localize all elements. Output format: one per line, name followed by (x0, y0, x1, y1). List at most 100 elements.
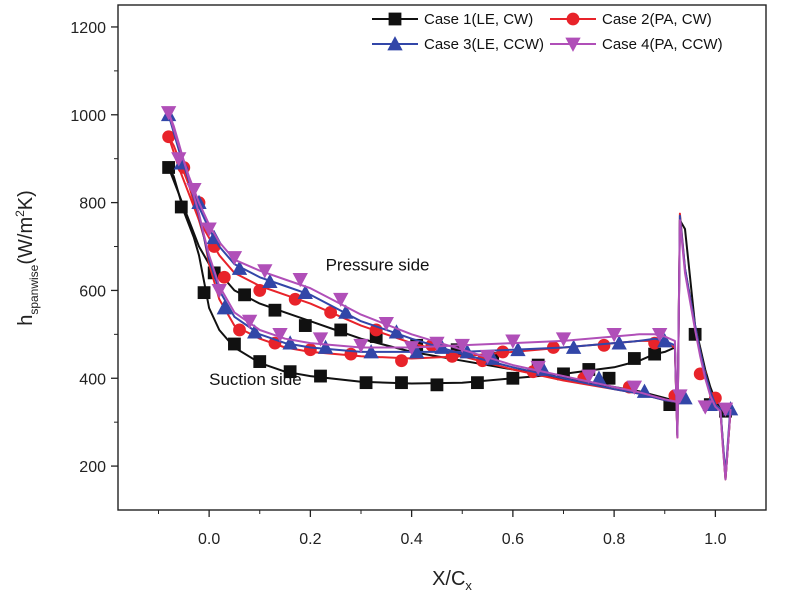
annotations: Pressure side Suction side (209, 256, 429, 389)
series-2-point (496, 345, 510, 359)
x-axis-label: X/Cx (432, 568, 472, 593)
y-tick-label: 1200 (70, 20, 106, 37)
series-3-point (297, 284, 313, 300)
legend-label: Case 1(LE, CW) (424, 11, 533, 28)
series-1-point (268, 303, 282, 317)
series-4-point (292, 273, 308, 288)
legend-item-4: Case 4(PA, CCW) (550, 36, 723, 53)
series-2-point (217, 270, 231, 284)
annotation-1: Pressure side (326, 256, 430, 275)
y-tick-label: 400 (79, 371, 106, 388)
series-3-pressure-line (167, 114, 681, 404)
series-4-point (505, 334, 521, 349)
series-1-pressure-line (167, 167, 681, 404)
series-4-point (555, 332, 572, 347)
series-1-point (283, 365, 297, 379)
series-layer (160, 106, 739, 481)
series-4-point (226, 251, 243, 266)
y-tick-label: 600 (79, 283, 106, 300)
series-4-point (581, 369, 597, 384)
y-tick-label: 200 (79, 459, 106, 476)
x-tick-label: 0.0 (198, 531, 220, 548)
series-4-point (429, 336, 445, 351)
legend-item-2: Case 2(PA, CW) (550, 11, 712, 28)
y-tick-label: 800 (79, 196, 106, 213)
x-tick-label: 1.0 (704, 531, 726, 548)
series-1-point (298, 319, 312, 332)
series-1-point (471, 376, 484, 390)
series-3-point (231, 260, 248, 275)
x-tick-label: 0.4 (401, 531, 423, 548)
series-1-point (395, 376, 408, 390)
series-3-point (657, 333, 673, 348)
series-3-point (338, 304, 354, 319)
x-tick-label: 0.2 (299, 531, 321, 548)
series-1-point (627, 352, 641, 365)
series-3-point (510, 341, 526, 357)
x-tick-label: 0.8 (603, 531, 625, 548)
legend-swatch-marker (387, 36, 403, 51)
legend-label: Case 3(LE, CCW) (424, 36, 544, 53)
series-3-point (388, 324, 405, 339)
series-2-suction-line (167, 136, 732, 481)
series-4-point (717, 402, 734, 417)
series-2-point (288, 292, 302, 306)
series-1-point (314, 369, 327, 383)
legend-item-3: Case 3(LE, CCW) (372, 36, 544, 53)
y-ticks: 200 400 600 800 1000 1200 (70, 20, 118, 476)
series-1-point (253, 355, 267, 368)
series-4-point (241, 314, 258, 330)
series-4-point (378, 316, 394, 332)
series-4-point (211, 284, 227, 299)
series-4-point (626, 380, 643, 395)
series-4-point (333, 292, 349, 308)
plot-frame (117, 4, 767, 511)
series-4-point (672, 389, 688, 404)
series-4-point (201, 222, 217, 237)
series-2 (162, 130, 732, 481)
series-3-point (282, 335, 298, 350)
series-4-point (403, 341, 420, 356)
series-3-point (216, 300, 232, 315)
y-tick-label: 1000 (70, 108, 106, 125)
series-1-point (162, 161, 176, 174)
series-1-point (228, 337, 241, 351)
series-1-point (174, 200, 188, 214)
series-4-point (272, 327, 288, 343)
series-4-suction-line (167, 112, 732, 481)
legend-swatch-marker (388, 12, 402, 26)
series-1-point (197, 286, 211, 300)
series-3-point (363, 344, 379, 359)
y-axis-label: hspanwise(W/m2K) (13, 190, 41, 326)
series-2-point (303, 343, 317, 357)
series-3-point (611, 335, 627, 350)
series-1-point (506, 371, 520, 385)
legend-label: Case 4(PA, CCW) (602, 36, 723, 53)
series-4-point (312, 332, 329, 347)
series-1-suction-line (167, 166, 732, 481)
series-3-point (565, 339, 582, 354)
series-4-point (652, 327, 668, 343)
series-1-point (238, 288, 251, 302)
series-1-point (359, 376, 373, 390)
series-2-point (395, 354, 408, 368)
series-4-point (530, 360, 546, 376)
series-4-point (186, 183, 202, 198)
legend-label: Case 2(PA, CW) (602, 11, 712, 28)
series-3-point (317, 339, 334, 354)
series-4-point (160, 106, 177, 121)
series-4-point (454, 338, 470, 354)
series-3-point (247, 324, 263, 339)
series-4-point (353, 338, 369, 354)
x-ticks: 0.0 0.2 0.4 0.6 0.8 1.0 (158, 510, 727, 548)
series-3-suction-line (167, 114, 732, 476)
series-1-point (334, 323, 348, 337)
series-4-point (697, 400, 713, 415)
series-4-point (479, 349, 496, 365)
legend: Case 1(LE, CW) Case 2(PA, CW) Case 3(LE, C… (372, 11, 723, 53)
series-2-point (233, 323, 246, 337)
series-4-point (606, 327, 622, 343)
legend-swatch-marker (566, 12, 580, 26)
legend-item-1: Case 1(LE, CW) (372, 11, 533, 28)
